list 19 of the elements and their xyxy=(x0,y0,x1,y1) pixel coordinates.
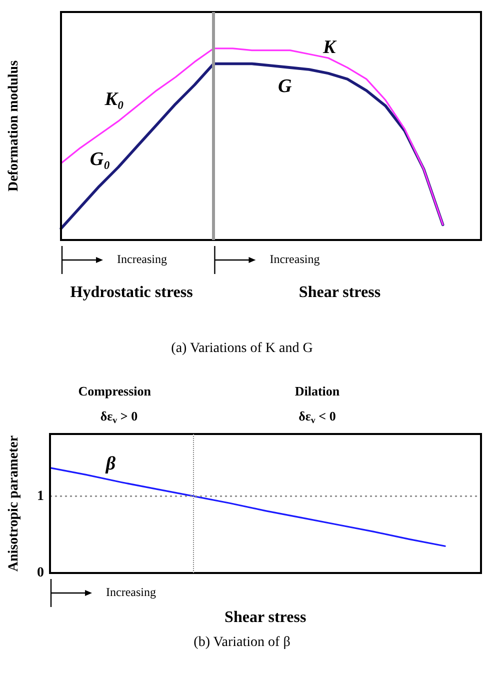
y-tick-label: 1 xyxy=(37,488,44,504)
text: Dilation xyxy=(294,383,340,398)
text: Increasing xyxy=(106,585,156,600)
annotation: K₀ xyxy=(104,88,124,110)
text: Compression xyxy=(78,383,152,398)
text: Increasing xyxy=(270,252,320,266)
text: (a) Variations of K and G xyxy=(170,340,314,358)
text: (b) Variation of β xyxy=(192,634,292,652)
y-tick-label: 0 xyxy=(37,566,44,581)
text: Hydrostatic stress xyxy=(70,284,193,302)
x-axis-title: Shear stress xyxy=(224,609,306,626)
annotation: G xyxy=(278,76,292,98)
y-axis-title: Deformation modulus xyxy=(6,60,22,192)
annotation: G₀ xyxy=(90,148,110,170)
y-axis-title: Anisotropic parameter xyxy=(6,435,22,572)
text: Shear stress xyxy=(298,284,381,302)
annotation: K xyxy=(322,37,338,58)
text: Increasing xyxy=(117,252,167,266)
annotation: β xyxy=(104,454,116,475)
